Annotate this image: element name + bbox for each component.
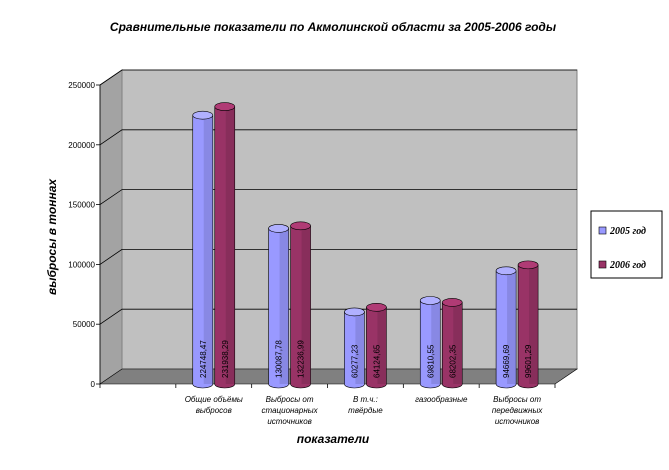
bar-body [290,225,311,389]
chart-title: Сравнительные показатели по Акмолинской … [110,20,557,34]
x-axis-title: показатели [297,432,370,446]
bar-2006-год-4: 68202,35 [441,298,463,389]
y-tick-label: 100000 [68,260,95,269]
gridline [99,189,577,205]
bar-2006-год-1: 231938,29 [214,102,236,389]
legend-swatch-2006 [598,260,607,269]
y-axis-ticks: 0 50000 100000 150000 200000 250000 [68,81,100,389]
bar-body [419,300,441,389]
legend-label-2006: 2006 год [609,260,646,271]
bar-shade [301,225,311,384]
bar-shade [355,311,365,384]
data-label: 99601,29 [524,344,533,378]
data-label: 68202,35 [448,344,457,378]
legend-box [590,210,663,279]
y-tick-label: 200000 [68,141,95,150]
legend: 2005 год 2006 год [590,210,663,279]
bar-2005-год-1: 224748,47 [192,110,214,389]
side-wall [99,69,123,385]
bar-cap [214,102,236,111]
data-label: 64124,65 [372,344,381,378]
gridline [99,248,577,265]
bar-cap [290,221,311,231]
data-label: 132236,99 [297,340,306,378]
bar-cap [419,296,441,305]
category-label: Выбросы от передвижных источников [492,395,544,426]
category-label: В т.ч.: твёрдые [348,395,383,415]
bar-shade [203,115,213,384]
bar-cap [268,224,289,233]
bar-cap [495,266,517,276]
bar-2005-год-2: 130087,78 [268,224,289,389]
bar-2005-год-3: 60277,23 [344,307,365,389]
gridline [99,69,577,86]
bar-shade [377,307,387,384]
bar-2006-год-3: 64124,65 [366,303,387,389]
bar-cap [366,303,387,312]
x-axis-ticks [99,384,556,388]
bar-2005-год-5: 94669,69 [495,266,517,389]
bar-shade [225,106,235,384]
category-labels: Общие объёмы выбросов Выбросы от стационарн… [185,395,544,426]
category-label: газообразные [415,395,468,404]
category-label: Общие объёмы выбросов [185,395,243,415]
bar-shade [507,270,517,384]
gridline [99,129,577,146]
legend-swatch-2005 [598,226,607,235]
bar-2006-год-2: 132236,99 [290,221,311,389]
bar-2006-год-5: 99601,29 [517,260,539,389]
bar-cap [344,307,365,317]
bar-cap [517,260,539,270]
bar-body [366,307,387,389]
bar-body [192,114,214,389]
y-axis-title: выбросы в тоннах [45,178,59,295]
legend-label-2005: 2005 год [609,226,646,237]
bar-shade [529,264,539,384]
gridlines [99,69,577,325]
bar-body [495,270,517,389]
category-label: Выбросы от стационарных источников [262,395,319,426]
bar-series: 224748,47 130087,78 60277,23 69810,55 94669,… [192,102,539,389]
data-label: 69810,55 [426,344,435,378]
data-label: 60277,23 [350,344,359,378]
bar-body [517,264,539,389]
plot-area: 0 50000 100000 150000 200000 250000 224748,47… [68,69,578,426]
bar-body [214,106,236,389]
y-tick-label: 250000 [68,81,95,90]
data-label: 231938,29 [221,340,230,378]
bar-shade [431,300,441,384]
y-tick-label: 0 [91,380,96,389]
data-label: 130087,78 [275,340,284,378]
bar-shade [279,228,289,384]
data-label: 224748,47 [199,340,208,378]
bar-body [268,228,289,389]
y-tick-label: 50000 [73,320,96,329]
bar-cap [192,110,214,120]
bar-body [441,302,463,389]
y-tick-label: 150000 [68,201,95,210]
data-label: 94669,69 [502,344,511,378]
bar-cap [441,298,463,307]
bar-2005-год-4: 69810,55 [419,296,441,389]
bar-shade [453,302,463,384]
bar-body [344,311,365,389]
